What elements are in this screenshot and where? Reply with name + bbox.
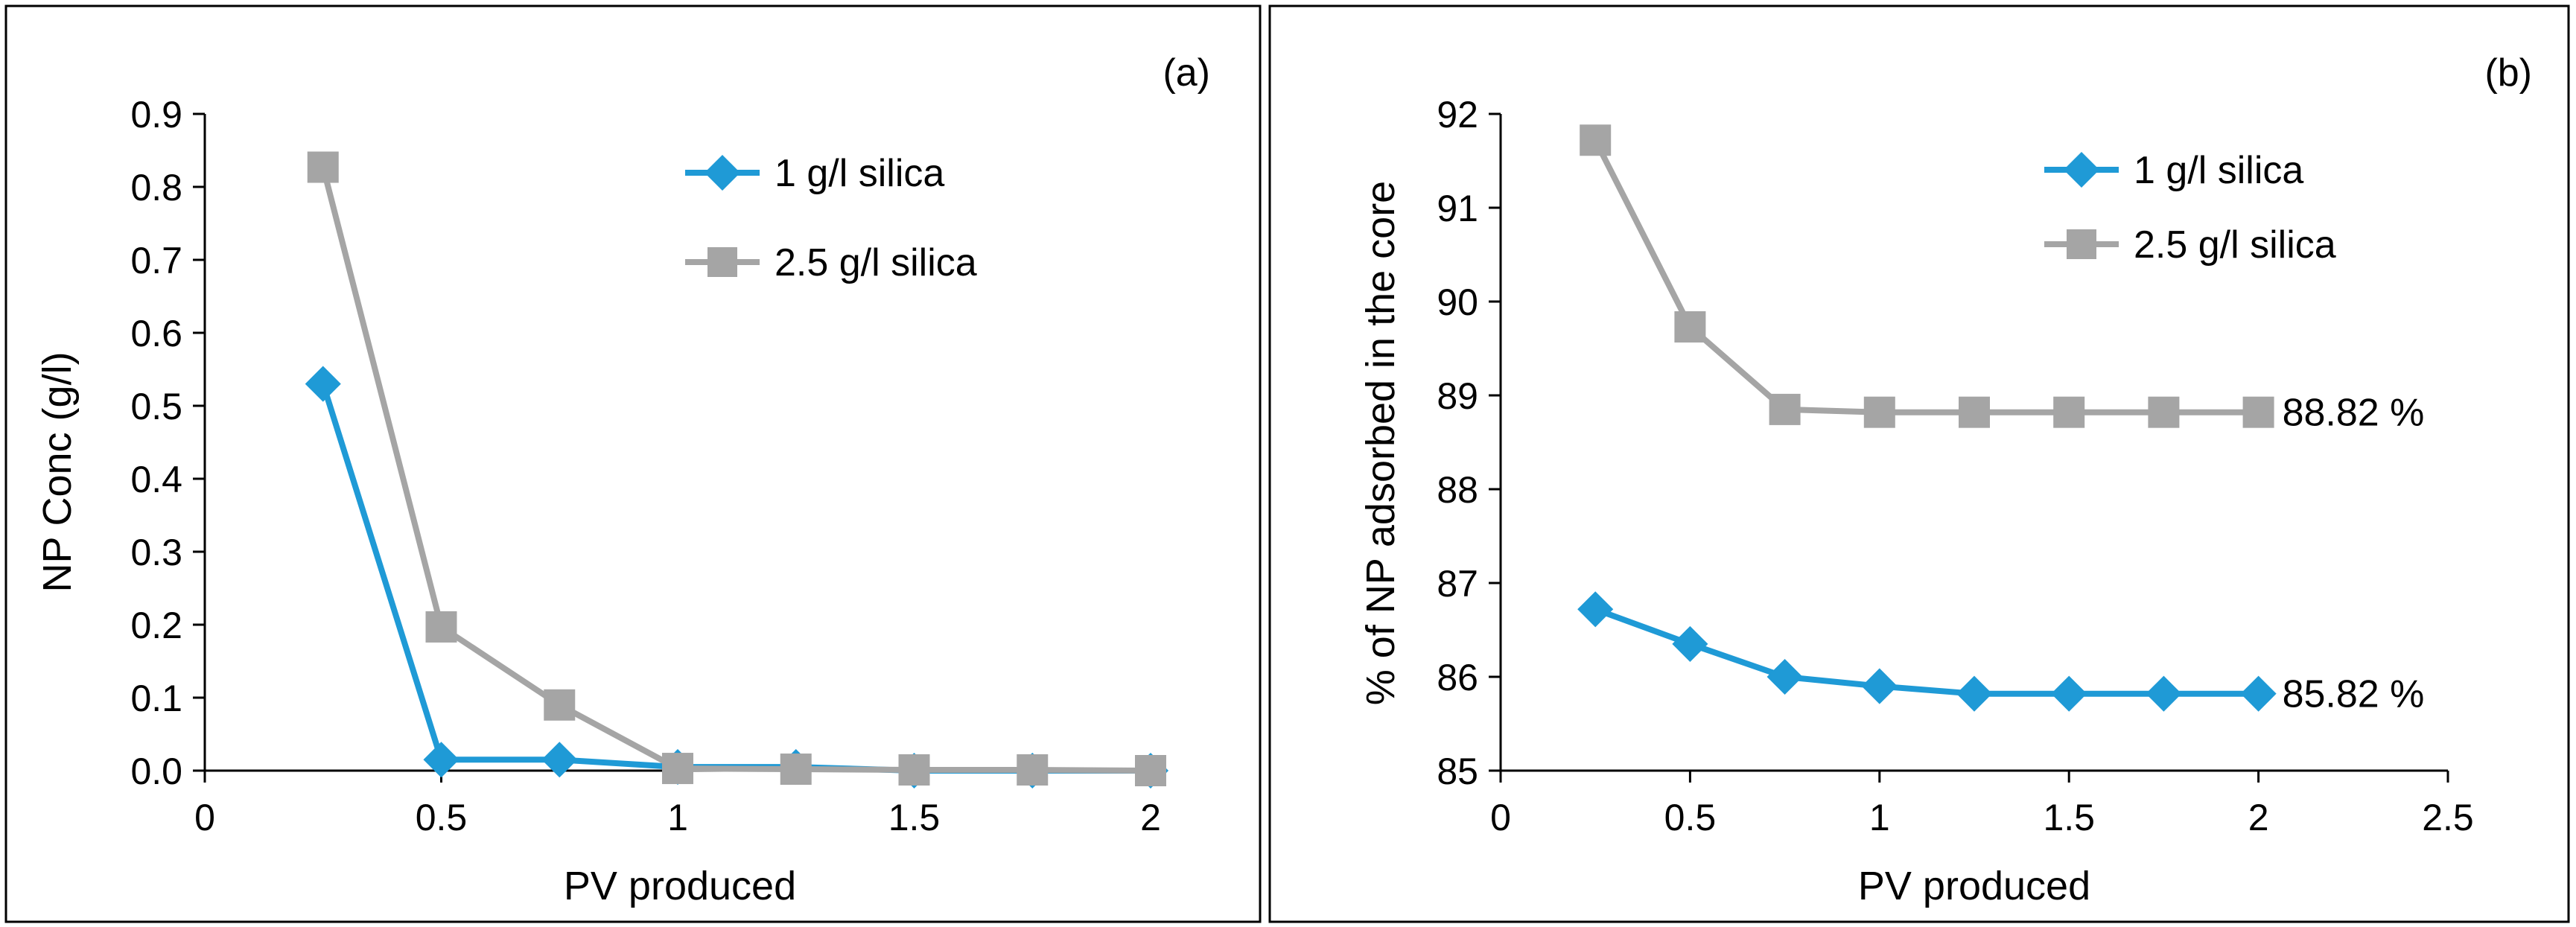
panel-a-point-square bbox=[898, 754, 930, 786]
panel-b-point-diamond bbox=[2146, 675, 2182, 712]
panel-b-annotation: 85.82 % bbox=[2283, 673, 2425, 716]
panel-a-x-tick-label: 0.5 bbox=[416, 797, 468, 838]
panel-b-point-square bbox=[1959, 396, 1990, 428]
panel-a-y-tick-label: 0.2 bbox=[130, 605, 182, 646]
panel-a-y-tick-label: 0.0 bbox=[130, 751, 182, 792]
panel-b-y-tick-label: 92 bbox=[1437, 94, 1478, 136]
panel-b-point-square bbox=[2053, 396, 2085, 428]
panel-b-y-tick-label: 85 bbox=[1437, 751, 1478, 792]
panel-a-point-square bbox=[780, 754, 812, 786]
panel-a-legend-marker-1 bbox=[704, 154, 741, 191]
panel-a-series-line-1 bbox=[319, 383, 1151, 774]
panel-a-frame bbox=[4, 4, 1262, 923]
panel-a-x-axis-title: PV produced bbox=[564, 864, 796, 908]
panel-a-x-tick-label: 1 bbox=[667, 797, 688, 838]
panel-b-legend-marker-2 bbox=[2067, 229, 2096, 259]
panel-a-series-line-2 bbox=[319, 166, 1151, 774]
panel-a-y-tick-label: 0.9 bbox=[130, 94, 182, 136]
panel-b-x-tick-label: 2.5 bbox=[2422, 797, 2474, 838]
panel-a-x-tick-label: 2 bbox=[1140, 797, 1161, 838]
panel-b-point-diamond bbox=[1577, 591, 1614, 628]
panel-b-x-tick-label: 1 bbox=[1869, 797, 1890, 838]
panel-a-x-tick-label: 1.5 bbox=[888, 797, 941, 838]
panel-a-legend-label-2: 2.5 g/l silica bbox=[775, 241, 977, 284]
panel-a-point-square bbox=[662, 753, 693, 785]
panel-a-point-diamond bbox=[423, 742, 459, 778]
panel-b-point-square bbox=[2242, 396, 2274, 428]
panel-a: (a) 0.0 0.1 0.2 0.3 0.4 0.5 0.6 0.7 0.8 0.9 0 0.5 1 1… bbox=[4, 4, 1262, 923]
panel-b-x-axis-title: PV produced bbox=[1858, 864, 2090, 908]
panel-b-point-square bbox=[1580, 124, 1612, 156]
panel-b-point-square bbox=[2148, 396, 2180, 428]
panel-a-y-tick-label: 0.7 bbox=[130, 240, 182, 281]
panel-a-point-square bbox=[425, 611, 457, 643]
panel-b-point-diamond bbox=[1956, 675, 1993, 712]
panel-b-legend-label-1: 1 g/l silica bbox=[2134, 149, 2303, 192]
panel-b-legend-label-2: 2.5 g/l silica bbox=[2134, 223, 2336, 267]
panel-b-point-square bbox=[1674, 311, 1706, 343]
panel-b-point-diamond bbox=[1766, 658, 1803, 695]
panel-b-annotation: 88.82 % bbox=[2283, 392, 2425, 435]
panel-b-frame bbox=[1268, 4, 2570, 923]
panel-b-point-diamond bbox=[2051, 675, 2087, 712]
panel-b-x-tick-label: 0 bbox=[1490, 797, 1511, 838]
panel-b-x-tick-label: 0.5 bbox=[1664, 797, 1717, 838]
panel-b-point-diamond bbox=[1672, 625, 1708, 662]
panel-a-x-tick-label: 0 bbox=[194, 797, 215, 838]
panel-b-point-square bbox=[1863, 396, 1895, 428]
panel-a-point-square bbox=[544, 689, 576, 721]
panel-a-legend-label-1: 1 g/l silica bbox=[775, 152, 944, 195]
panel-b-y-tick-label: 89 bbox=[1437, 375, 1478, 417]
panel-b-x-tick-label: 1.5 bbox=[2043, 797, 2095, 838]
panel-a-legend-marker-2 bbox=[707, 247, 737, 277]
panel-b-point-diamond bbox=[2240, 675, 2277, 712]
panel-b-y-tick-label: 87 bbox=[1437, 563, 1478, 605]
panel-a-y-tick-label: 0.6 bbox=[130, 313, 182, 354]
panel-a-point-square bbox=[1135, 755, 1166, 786]
panel-a-y-tick-label: 0.1 bbox=[130, 678, 182, 719]
panel-b-point-square bbox=[1769, 393, 1801, 425]
panel-b-y-axis-title: % of NP adsorbed in the core bbox=[1358, 181, 1403, 705]
panel-b-point-diamond bbox=[1861, 668, 1898, 704]
panel-b-series-line-2 bbox=[1592, 138, 2259, 415]
panel-a-label: (a) bbox=[1163, 51, 1210, 95]
panel-a-y-tick-label: 0.5 bbox=[130, 386, 182, 427]
panel-a-point-diamond bbox=[305, 366, 341, 402]
panel-a-y-tick-label: 0.8 bbox=[130, 167, 182, 208]
panel-a-y-axis-title: NP Conc (g/l) bbox=[35, 351, 80, 592]
panel-b-x-tick-label: 2 bbox=[2248, 797, 2269, 838]
panel-a-point-diamond bbox=[541, 742, 578, 778]
panel-b-y-tick-label: 90 bbox=[1437, 281, 1478, 323]
panel-a-y-tick-label: 0.3 bbox=[130, 532, 182, 573]
panel-b-label: (b) bbox=[2484, 51, 2532, 95]
panel-b-y-tick-label: 88 bbox=[1437, 469, 1478, 511]
panel-a-point-square bbox=[307, 151, 339, 183]
panel-a-plot: 0.0 0.1 0.2 0.3 0.4 0.5 0.6 0.7 0.8 0.9 0 0.5 1 1.5 2 bbox=[130, 94, 1169, 838]
panel-a-y-tick-label: 0.4 bbox=[130, 459, 182, 500]
panel-a-point-square bbox=[1017, 754, 1049, 786]
panel-b-legend: 1 g/l silica 2.5 g/l silica bbox=[2044, 149, 2336, 267]
panel-b-y-tick-label: 86 bbox=[1437, 657, 1478, 698]
panel-b-plot: 85 86 87 88 89 90 91 92 0 0.5 1 1.5 2 2.5 88.82 % 85.82… bbox=[1437, 94, 2473, 838]
panel-b-y-tick-label: 91 bbox=[1437, 188, 1478, 229]
panel-b-legend-marker-1 bbox=[2063, 151, 2100, 188]
panel-a-legend: 1 g/l silica 2.5 g/l silica bbox=[685, 152, 977, 284]
